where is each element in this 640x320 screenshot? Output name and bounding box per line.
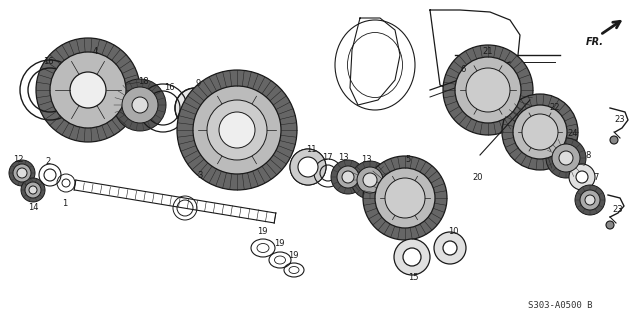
Circle shape [342,171,354,183]
Circle shape [17,168,27,178]
Circle shape [575,185,605,215]
Text: 23: 23 [614,116,625,124]
Text: S303-A0500 B: S303-A0500 B [528,300,592,309]
Circle shape [528,120,552,144]
Circle shape [357,167,383,193]
Circle shape [207,100,267,160]
Circle shape [298,157,318,177]
Circle shape [443,241,457,255]
Circle shape [351,161,389,199]
Text: 2: 2 [45,157,51,166]
Circle shape [403,248,421,266]
Circle shape [394,239,430,275]
Circle shape [385,178,425,218]
Text: 16: 16 [164,83,174,92]
Circle shape [580,190,600,210]
Circle shape [610,136,618,144]
Circle shape [29,186,37,194]
Circle shape [25,182,41,198]
Text: 6: 6 [460,66,466,75]
Text: 17: 17 [322,153,332,162]
Text: 16: 16 [43,58,53,67]
Circle shape [217,110,257,150]
Circle shape [177,70,297,190]
Text: 20: 20 [473,173,483,182]
Circle shape [391,184,419,212]
Text: 12: 12 [13,156,23,164]
Circle shape [363,173,377,187]
Circle shape [9,160,35,186]
Text: 18: 18 [138,77,148,86]
Circle shape [337,166,359,188]
Text: 22: 22 [550,103,560,113]
Text: 13: 13 [361,156,371,164]
Circle shape [569,164,595,190]
Circle shape [70,72,106,108]
Text: 19: 19 [288,252,298,260]
Circle shape [114,79,166,131]
Text: 19: 19 [274,239,284,249]
Circle shape [193,86,281,174]
Circle shape [585,195,595,205]
Circle shape [21,178,45,202]
Text: 14: 14 [28,204,38,212]
Circle shape [36,38,140,142]
Circle shape [175,88,215,128]
Circle shape [466,68,510,112]
Circle shape [434,232,466,264]
Circle shape [559,151,573,165]
Text: 21: 21 [483,47,493,57]
Text: 4: 4 [92,47,98,57]
Text: 11: 11 [306,146,316,155]
Text: 19: 19 [257,228,268,236]
Circle shape [331,160,365,194]
Circle shape [576,171,588,183]
Circle shape [552,144,580,172]
Text: 1: 1 [62,198,68,207]
Text: 24: 24 [568,129,579,138]
Circle shape [132,97,148,113]
Circle shape [50,52,126,128]
Text: 7: 7 [593,173,598,182]
Text: 5: 5 [405,156,411,164]
Text: FR.: FR. [586,37,604,47]
Circle shape [513,105,567,159]
Text: 13: 13 [338,154,348,163]
Text: 3: 3 [197,171,203,180]
Circle shape [290,149,326,185]
Circle shape [606,221,614,229]
Circle shape [13,164,31,182]
Text: 15: 15 [408,273,419,282]
Circle shape [473,75,503,105]
Circle shape [546,138,586,178]
Circle shape [363,156,447,240]
Circle shape [122,87,158,123]
Circle shape [375,168,435,228]
Circle shape [219,112,255,148]
Text: 10: 10 [448,228,458,236]
Circle shape [522,114,558,150]
Text: 8: 8 [586,150,591,159]
Circle shape [443,45,533,135]
Text: 9: 9 [195,78,200,87]
Circle shape [502,94,578,170]
Text: 23: 23 [612,205,623,214]
Circle shape [187,100,203,116]
Circle shape [455,57,521,123]
